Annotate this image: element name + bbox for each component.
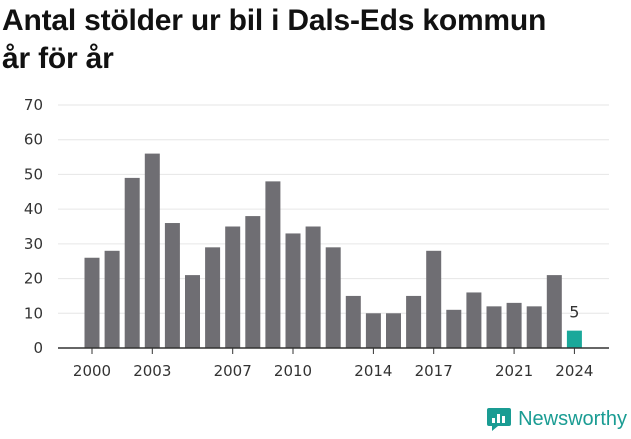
bar-2006 [205,247,221,348]
bar-2012 [325,247,341,348]
bar-2016 [406,295,422,348]
bar-2003 [144,153,160,348]
bar-2019 [466,292,482,348]
y-tick-label: 10 [24,304,43,322]
y-tick-label: 20 [24,270,43,288]
x-tick-label: 2014 [354,362,392,380]
x-tick-label: 2010 [274,362,312,380]
bar-2001 [104,250,120,348]
bar-2014 [365,313,381,348]
bar-2010 [285,233,301,348]
bar-2024 [566,330,582,348]
y-tick-label: 70 [24,96,43,114]
y-tick-label: 0 [33,339,43,357]
bar-2008 [245,216,261,348]
chat-bubble-chart-icon [487,408,512,431]
x-tick-label: 2024 [555,362,593,380]
x-tick-label: 2017 [415,362,453,380]
x-tick-label: 2000 [73,362,111,380]
axes: 0 10 20 30 40 50 60 70 2000 2003 2007 2010 2014 2017 2… [24,96,609,380]
data-labels: 5 [569,303,579,322]
bar-2007 [225,226,241,348]
bar-2004 [164,223,180,348]
bar-2020 [486,306,502,348]
chart-title: Antal stölder ur bil i Dals-Eds kommun å… [2,2,627,78]
bar-2015 [386,313,401,348]
newsworthy-logo: Newsworthy [486,404,627,434]
bar-2023 [546,275,562,348]
bar-2002 [124,177,140,348]
bar-2018 [446,309,462,348]
bar-2017 [426,250,442,348]
x-tick-label: 2007 [214,362,252,380]
x-tick-label: 2021 [495,362,533,380]
bar-2022 [526,306,542,348]
title-line-1: Antal stölder ur bil i Dals-Eds kommun [2,4,547,37]
bar-2013 [345,295,361,348]
x-tick-label: 2003 [133,362,171,380]
y-tick-label: 30 [24,235,43,253]
bar-2021 [506,302,522,348]
bar-2011 [305,226,321,348]
title-line-2: år för år [2,42,114,75]
y-tick-label: 40 [24,200,43,218]
data-label-2024: 5 [569,303,579,322]
bar-2009 [265,181,281,348]
bars [84,153,582,348]
bar-2000 [84,257,100,348]
y-tick-label: 50 [24,165,43,183]
bar-2005 [185,275,200,348]
y-tick-label: 60 [24,131,43,149]
brand-name: Newsworthy [518,407,627,430]
